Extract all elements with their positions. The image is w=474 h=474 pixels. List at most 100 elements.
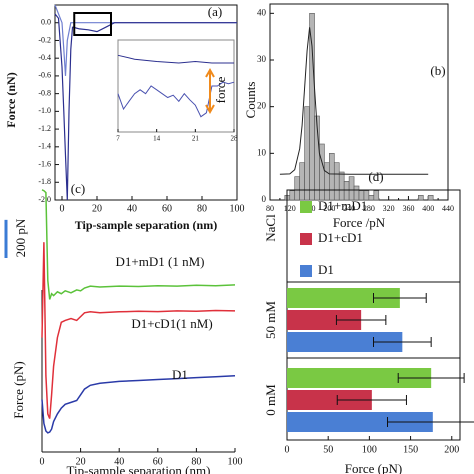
bar xyxy=(287,288,400,308)
legend-label: D1+cD1 xyxy=(318,230,363,245)
y-tick-label: -1.4 xyxy=(38,142,51,151)
bar xyxy=(289,190,296,201)
line xyxy=(279,27,429,175)
x-tick-label: 280 xyxy=(363,204,375,213)
x-tick-label: 80 xyxy=(191,456,201,467)
y-tick-label: 40 xyxy=(257,7,267,17)
category-label: 0 mM xyxy=(263,384,278,416)
x-tick-label: 240 xyxy=(343,204,355,213)
x-tick-label: 0 xyxy=(285,444,290,455)
bar xyxy=(373,190,380,201)
bar xyxy=(287,390,372,410)
y-tick-label: -1.8 xyxy=(38,177,51,186)
x-tick-label: 100 xyxy=(230,203,245,214)
bar xyxy=(324,162,330,201)
y-tick-label: -1.2 xyxy=(38,124,51,133)
y-tick-label: -0.4 xyxy=(38,53,51,62)
bar xyxy=(287,412,433,432)
inset-x-tick-label: 21 xyxy=(192,135,200,143)
panel-label: (c) xyxy=(71,181,85,196)
error-bar xyxy=(373,293,427,303)
x-tick-label: 100 xyxy=(228,456,243,467)
bar xyxy=(348,176,355,201)
x-tick-label: 200 xyxy=(444,444,459,455)
y-tick-label: 0 xyxy=(262,194,267,204)
y-tick-label: -2.0 xyxy=(38,195,51,204)
bar xyxy=(287,310,362,330)
inset-x-tick-label: 28 xyxy=(231,135,239,143)
error-bar xyxy=(373,337,432,347)
panel-label: (d) xyxy=(368,169,383,184)
series-label: D1+mD1 (1 nM) xyxy=(116,254,205,269)
legend-swatch xyxy=(300,233,312,245)
bar xyxy=(333,162,340,201)
zoom-box xyxy=(73,12,112,36)
bar xyxy=(299,162,305,201)
x-tick-label: 40 xyxy=(114,456,124,467)
x-tick-label: 120 xyxy=(284,204,296,213)
x-tick-label: 440 xyxy=(442,204,454,213)
x-axis-label: Force /pN xyxy=(333,215,386,230)
error-bar xyxy=(336,395,407,405)
legend-swatch xyxy=(300,265,312,277)
x-tick-label: 60 xyxy=(153,456,163,467)
bar xyxy=(309,13,315,201)
line xyxy=(117,54,234,64)
x-tick-label: 80 xyxy=(197,203,207,214)
x-tick-label: 60 xyxy=(162,203,172,214)
y-axis-label: Force (nN) xyxy=(4,72,18,127)
x-tick-label: 0 xyxy=(40,456,45,467)
x-tick-label: 320 xyxy=(383,204,395,213)
x-tick-label: 0 xyxy=(60,203,65,214)
y-tick-label: 0.0 xyxy=(41,18,51,27)
y-tick-label: -0.6 xyxy=(38,71,51,80)
legend-swatch xyxy=(300,201,312,213)
group-label: NaCl xyxy=(263,214,278,242)
line xyxy=(41,242,236,419)
y-tick-label: -1.6 xyxy=(38,159,51,168)
error-bar xyxy=(397,373,465,383)
bar xyxy=(368,195,375,201)
line xyxy=(117,81,235,118)
panel-label: (b) xyxy=(430,63,445,78)
x-tick-label: 200 xyxy=(323,204,335,213)
y-tick-label: 10 xyxy=(257,147,267,157)
category-label: 50 mM xyxy=(263,301,278,339)
x-axis-label: Force (pN) xyxy=(345,461,402,474)
y-tick-label: -0.8 xyxy=(38,88,51,97)
x-tick-label: 150 xyxy=(403,444,418,455)
bar xyxy=(338,171,345,201)
y-axis-label: Counts xyxy=(243,82,258,119)
y-axis-label: Force (pN) xyxy=(11,361,26,418)
inset-x-tick-label: 14 xyxy=(153,135,161,143)
line xyxy=(41,374,236,434)
y-tick-label: 20 xyxy=(257,101,267,111)
x-tick-label: 80 xyxy=(266,204,274,213)
x-tick-label: 20 xyxy=(92,203,102,214)
bar xyxy=(427,195,434,201)
plot-frame xyxy=(54,4,238,201)
error-bar xyxy=(335,315,387,325)
bar xyxy=(329,153,335,201)
error-bar xyxy=(387,417,474,427)
x-axis-label: Tip-sample separation (nm) xyxy=(67,463,211,474)
bar xyxy=(287,368,432,388)
y-tick-label: -1.0 xyxy=(38,106,51,115)
force-arrow xyxy=(205,67,215,115)
x-tick-label: 50 xyxy=(323,444,333,455)
y-tick-label: 30 xyxy=(257,54,267,64)
panel-label: (a) xyxy=(208,4,222,19)
y-tick-label: -0.2 xyxy=(38,35,51,44)
x-tick-label: 100 xyxy=(362,444,377,455)
x-axis-label: Tip-sample separation (nm) xyxy=(75,218,217,232)
bar xyxy=(319,143,325,201)
bar xyxy=(294,176,300,201)
x-tick-label: 40 xyxy=(127,203,137,214)
legend-label: D1+mD1 xyxy=(318,198,367,213)
series-label: D1 xyxy=(172,367,188,382)
line xyxy=(41,189,236,300)
bar xyxy=(418,195,424,201)
x-tick-label: 360 xyxy=(402,204,414,213)
